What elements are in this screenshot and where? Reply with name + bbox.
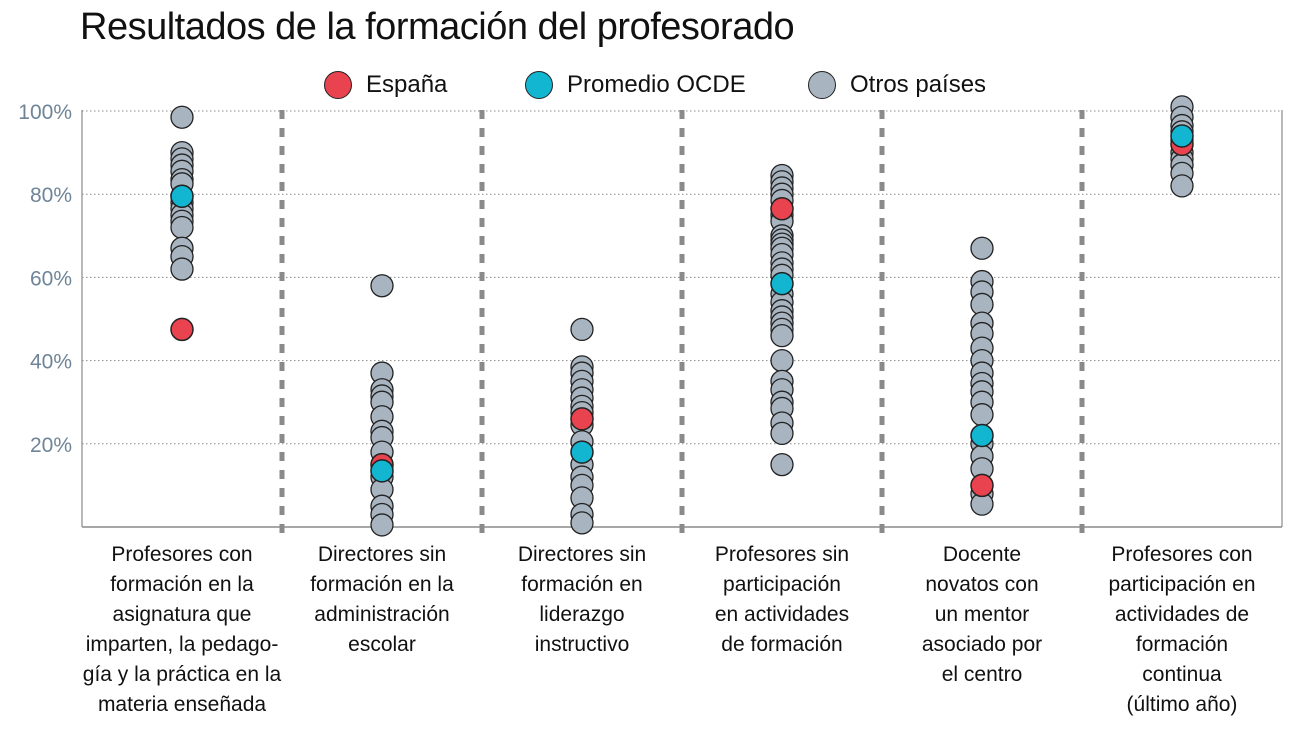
legend-item-otros: Otros países [808,62,986,108]
legend-swatch-espana [324,71,352,99]
y-tick-label: 100% [18,101,72,124]
chart-title: Resultados de la formación del profesora… [80,6,795,48]
category-label-line: Directores sin [517,543,647,566]
y-tick-label: 60% [30,267,72,290]
category-label-line: un mentor [934,603,1030,626]
category-label-line: liderazgo [539,603,625,626]
category-label-line: participación en [1108,573,1256,596]
point-otros [570,317,594,342]
category-label-line: asociado por [921,633,1043,656]
point-otros [970,236,994,260]
point-otros [770,452,794,477]
point-ocde [1170,124,1194,148]
category-label-line: escolar [348,633,416,656]
point-ocde [170,184,194,209]
point-espana [570,407,594,431]
category-label-line: formación en la [110,573,254,596]
point-espana [170,317,194,342]
point-ocde [970,423,994,448]
legend-label-espana: España [366,71,448,98]
point-ocde [770,271,794,296]
category-label-line: formación en [521,573,643,596]
category-label-line: el centro [941,663,1023,686]
category-label-line: Profesores sin [714,543,850,566]
point-otros [170,105,194,129]
category-label-line: Docente [942,543,1022,566]
point-otros [170,215,194,240]
legend-swatch-otros [808,71,836,99]
category-label: Directores sin formación en liderazgo instr… [482,540,682,660]
point-otros [770,348,794,373]
category-label-line: gía y la práctica en la [82,663,282,686]
y-tick-label: 80% [30,184,72,207]
category-label-line: continua [1142,663,1222,686]
category-label-line: (último año) [1126,693,1238,716]
point-otros [170,257,194,281]
category-label-line: novatos con [925,573,1039,596]
point-otros [1170,174,1194,198]
category-label-line: en actividades [714,603,850,626]
category-label-line: asignatura que [112,603,252,626]
category-label: Profesores con formación en la asignatura … [82,540,282,720]
category-label: Profesores con participación en actividade… [1082,540,1282,720]
point-espana [770,197,794,221]
point-otros [570,511,594,535]
point-otros [370,513,394,537]
category-label-line: instructivo [534,633,630,656]
category-label-line: imparten, la pedago- [85,633,279,656]
legend: España Promedio OCDE Otros países [0,62,1293,108]
legend-item-ocde: Promedio OCDE [525,62,746,108]
point-otros [770,421,794,446]
point-otros [770,323,794,348]
category-label: Directores sin formación en la administrac… [282,540,482,660]
category-label-line: actividades de [1114,603,1250,626]
legend-label-ocde: Promedio OCDE [567,71,746,98]
category-label-line: materia enseñada [97,693,267,716]
category-label-line: de formación [721,633,843,656]
point-otros [970,403,994,427]
y-tick-label: 40% [30,351,72,374]
category-label-line: Profesores con [1111,543,1253,566]
legend-item-espana: España [324,62,447,108]
point-ocde [370,459,394,483]
category-label-line: participación [723,573,841,596]
category-label-line: administración [314,603,450,626]
legend-label-otros: Otros países [850,71,987,98]
point-otros [370,274,394,298]
legend-swatch-ocde [525,71,553,99]
category-label-line: Directores sin [317,543,447,566]
point-ocde [570,440,594,464]
category-label: Profesores sin participación en actividade… [682,540,882,660]
category-label: Docente novatos con un mentor asociado por e… [882,540,1082,690]
point-espana [970,473,994,498]
category-label-line: formación [1135,633,1229,656]
category-label-line: Profesores con [111,543,253,566]
category-label-line: formación en la [310,573,454,596]
y-tick-label: 20% [30,434,72,457]
